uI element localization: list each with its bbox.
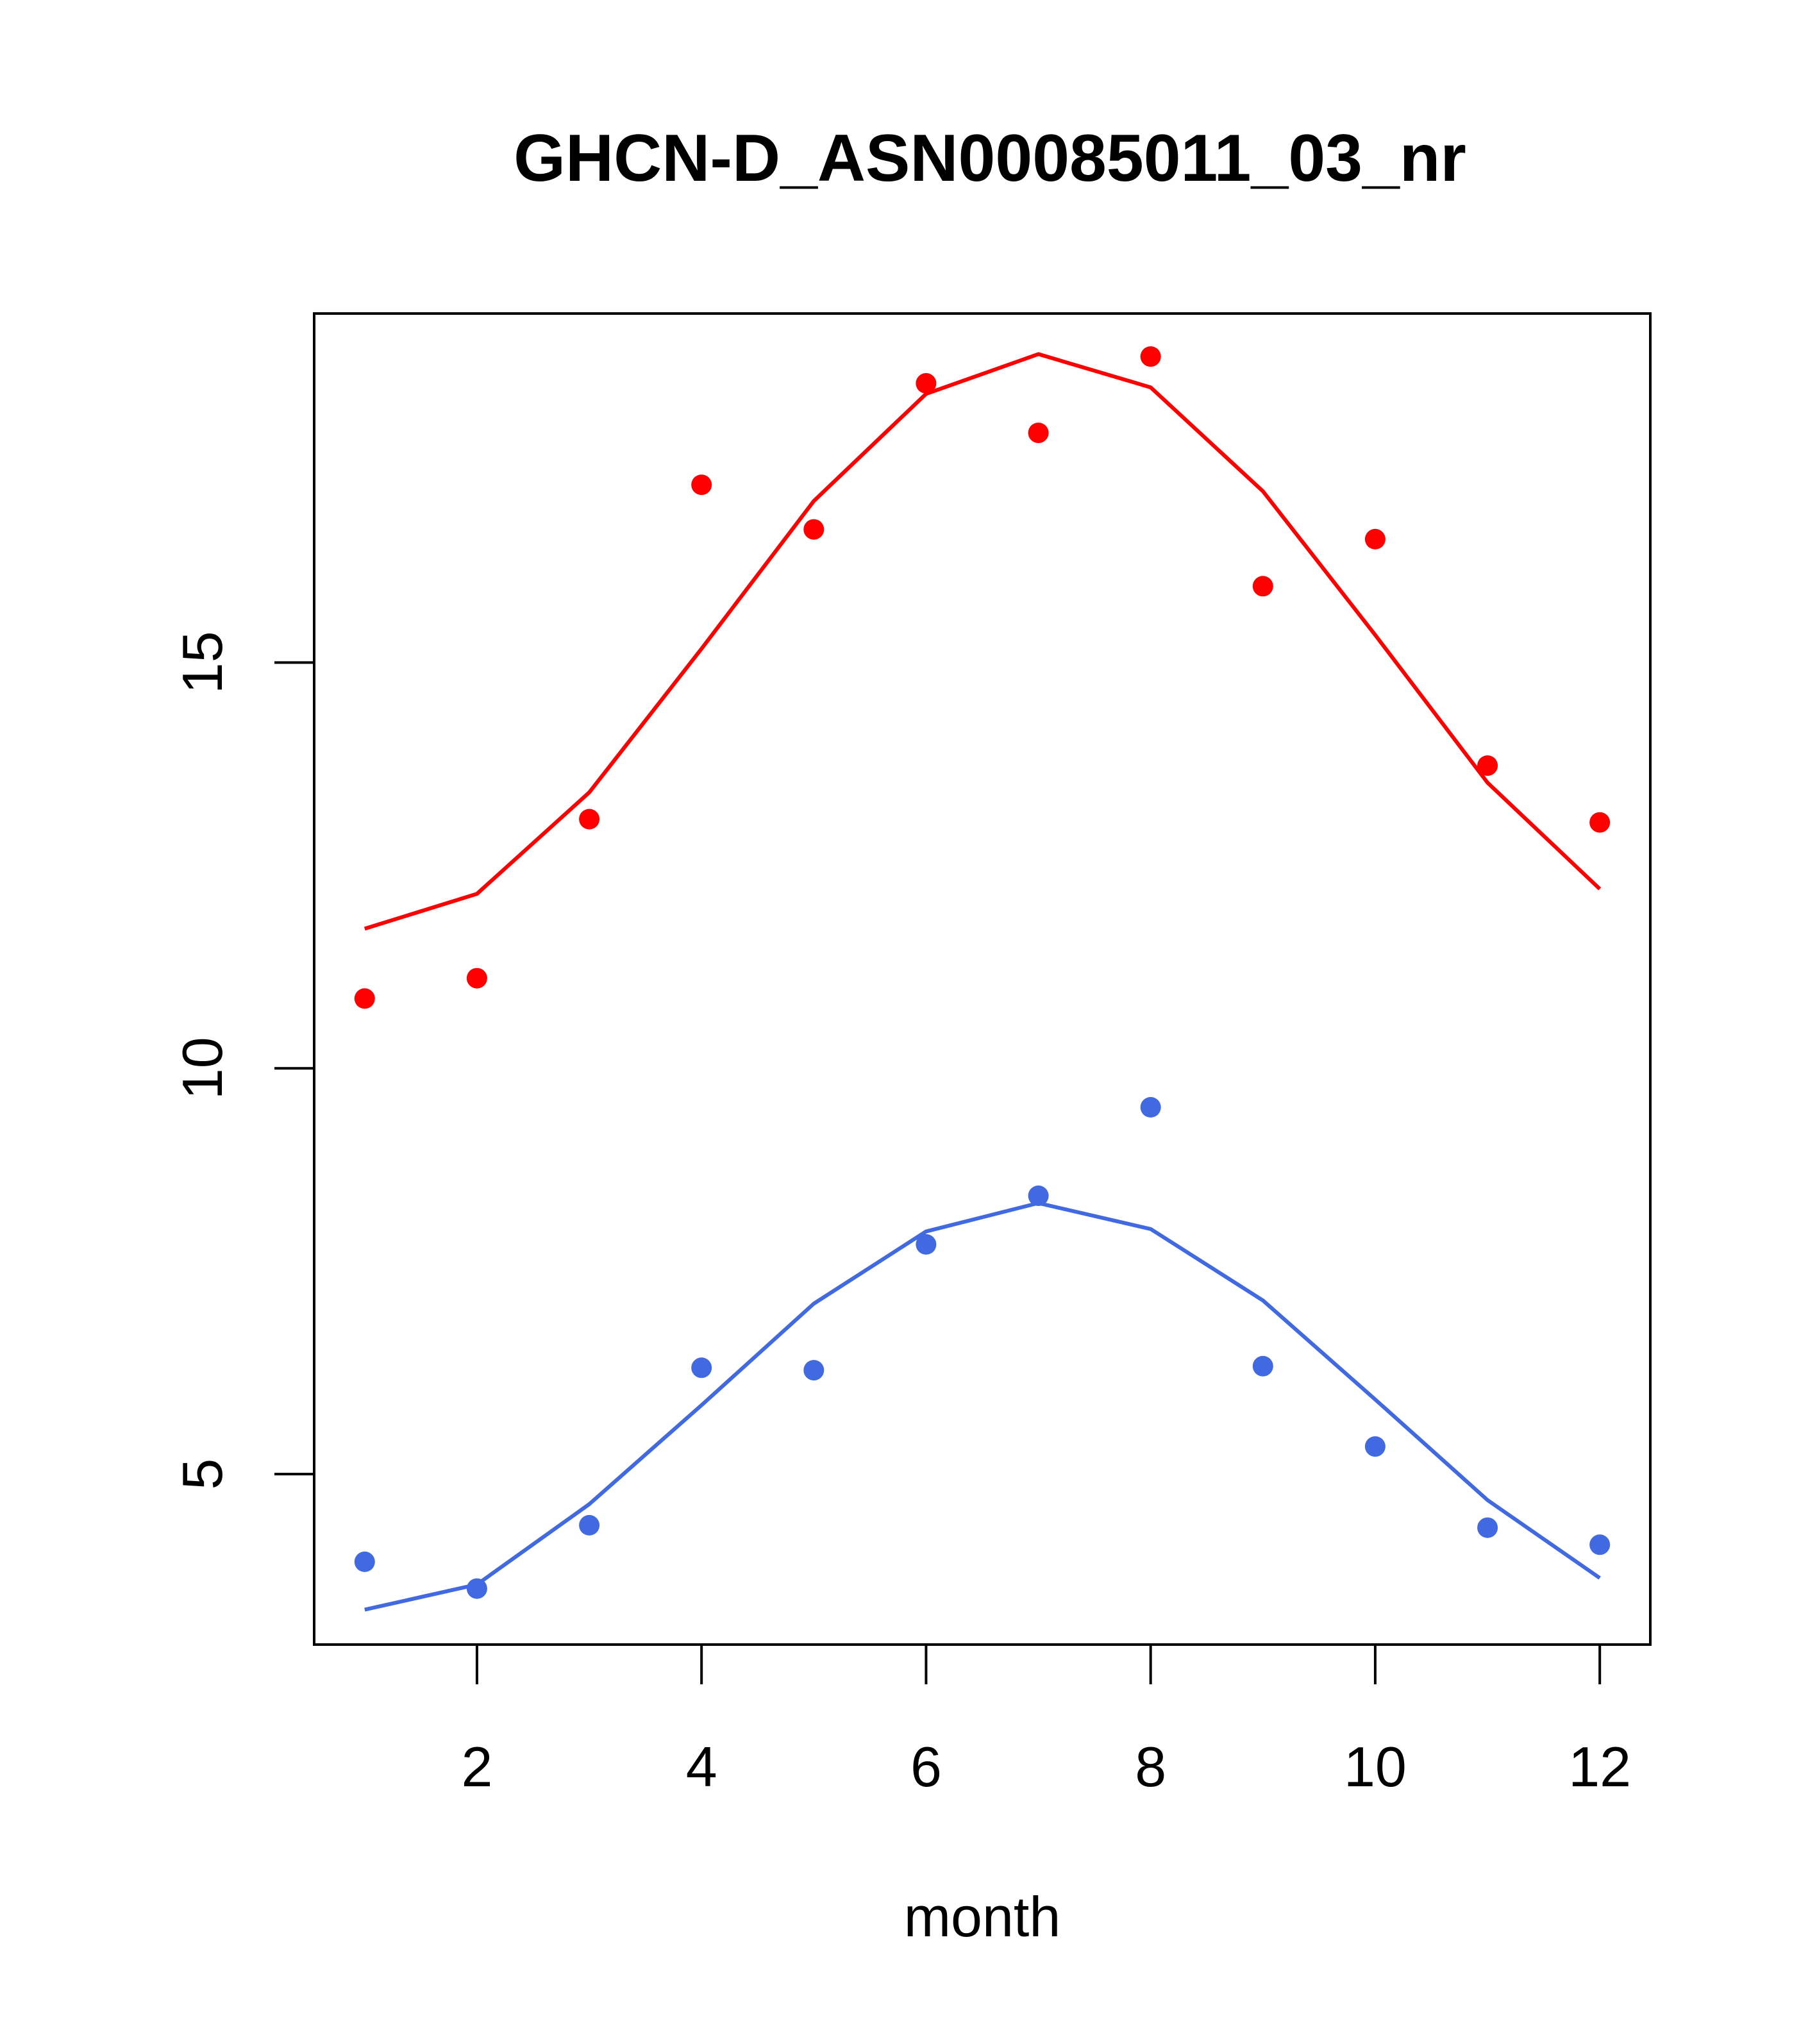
series-1-point-3: [579, 808, 600, 830]
x-tick-label-6: 6: [910, 1735, 942, 1798]
x-tick-label-4: 4: [686, 1735, 717, 1798]
y-tick-label-10: 10: [171, 1037, 234, 1100]
y-tick-label-15: 15: [171, 631, 234, 694]
series-lines: [364, 352, 1602, 1612]
series-2-point-1: [354, 1551, 375, 1572]
series-1-point-11: [1477, 755, 1498, 776]
series-2-point-3: [579, 1514, 600, 1536]
series-1-point-9: [1252, 576, 1273, 597]
series-2-line: [364, 1201, 1601, 1612]
series-2-point-7: [1028, 1185, 1049, 1206]
y-tick-label-5: 5: [171, 1459, 234, 1490]
x-axis-label: month: [904, 1885, 1061, 1948]
series-1-point-5: [803, 519, 825, 540]
series-1-point-7: [1028, 423, 1049, 444]
series-1-point-10: [1364, 528, 1386, 549]
series-1-point-8: [1140, 346, 1161, 367]
x-tick-label-2: 2: [461, 1735, 492, 1798]
series-1-point-2: [466, 968, 487, 989]
x-axis: 2 4 6 8 10 12: [461, 1643, 1631, 1798]
y-axis: 5 10 15: [171, 631, 315, 1490]
series-2-point-12: [1589, 1534, 1611, 1555]
series-1-point-6: [916, 373, 937, 394]
series-2-point-2: [466, 1578, 487, 1599]
series-1-point-12: [1589, 812, 1611, 833]
chart-title: GHCN-D_ASN00085011_03_nr: [514, 121, 1466, 196]
series-2-point-9: [1252, 1355, 1273, 1377]
series-1-line: [364, 352, 1602, 931]
series-1-point-4: [691, 474, 712, 496]
series-2-point-11: [1477, 1517, 1498, 1538]
plot-frame: [313, 312, 1652, 1646]
x-tick-label-8: 8: [1135, 1735, 1166, 1798]
x-tick-label-12: 12: [1568, 1735, 1631, 1798]
series-points: [354, 346, 1611, 1599]
series-2-point-5: [803, 1360, 825, 1381]
x-tick-label-10: 10: [1344, 1735, 1407, 1798]
series-2-point-10: [1364, 1436, 1386, 1457]
series-2-point-8: [1140, 1097, 1161, 1118]
series-1-point-1: [354, 988, 375, 1009]
series-2-point-6: [916, 1234, 937, 1255]
series-2-point-4: [691, 1357, 712, 1378]
